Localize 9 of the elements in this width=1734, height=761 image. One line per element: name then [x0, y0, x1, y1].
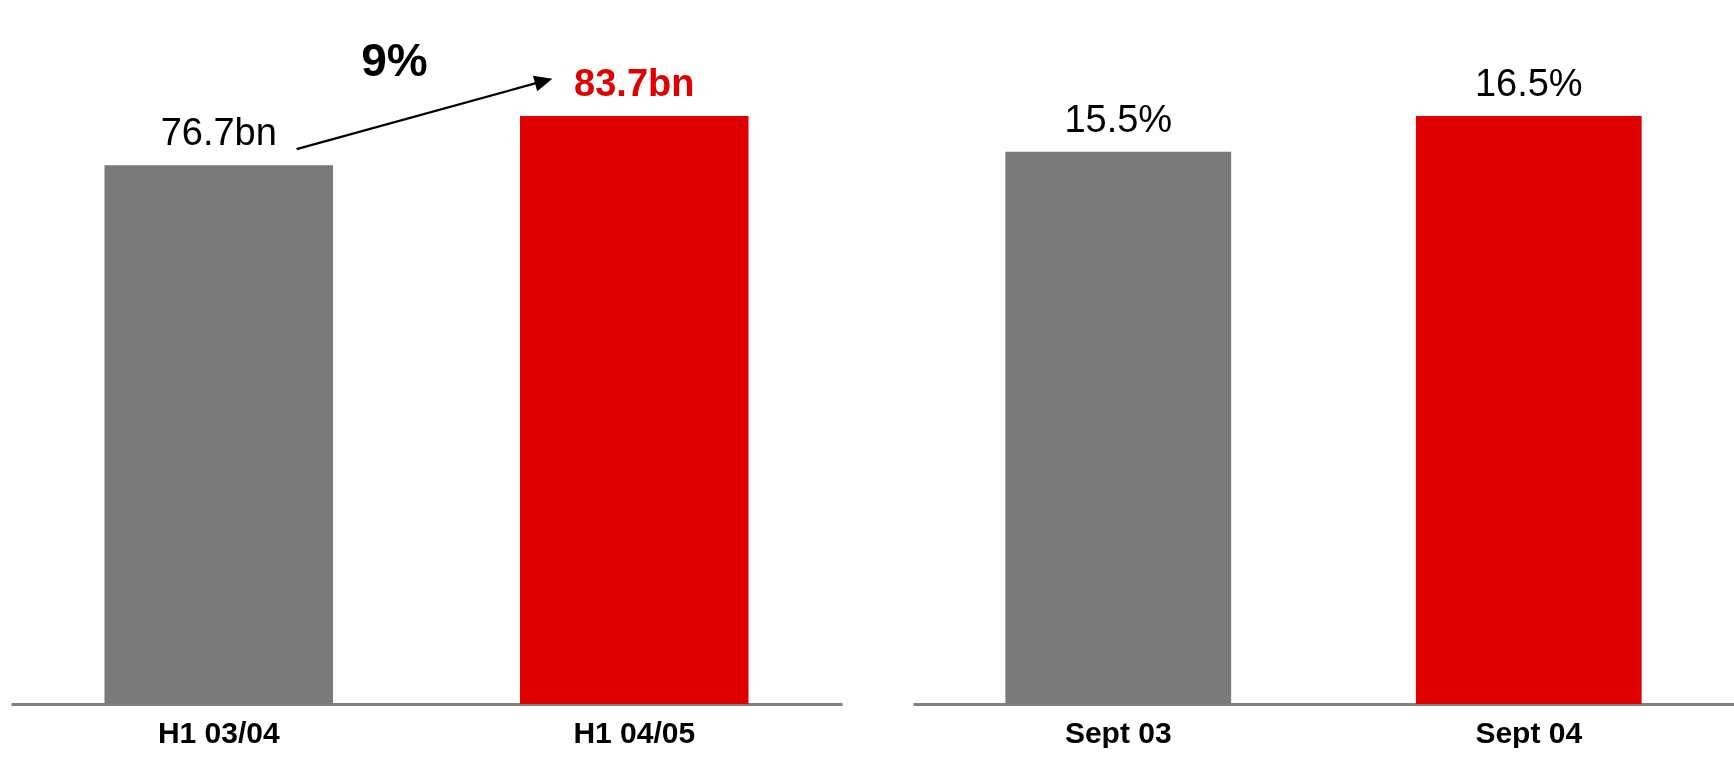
x-tick-label: Sept 03	[1064, 715, 1172, 749]
data-label: 16.5%	[1474, 62, 1583, 104]
x-tick-label: H1 04/05	[573, 715, 696, 749]
data-label: 76.7bn	[160, 111, 277, 154]
data-label: 83.7bn	[574, 62, 695, 104]
x-tick-label: H1 03/04	[157, 715, 280, 749]
text: 9%	[361, 33, 428, 86]
x-tick-label: Sept 04	[1475, 715, 1583, 749]
data-label: 15.5%	[1064, 97, 1173, 140]
